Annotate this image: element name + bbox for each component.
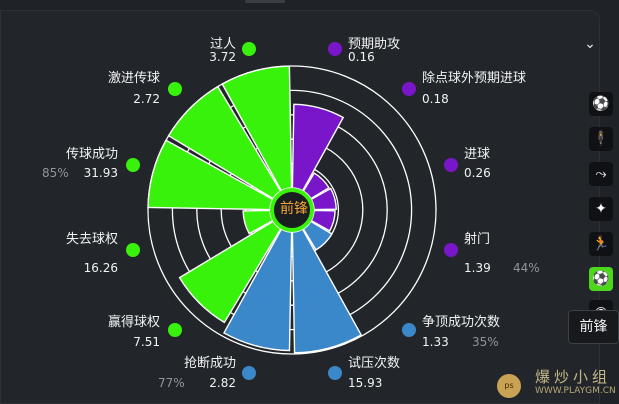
chevron-down-icon[interactable]: ⌄: [584, 36, 596, 52]
striker-icon[interactable]: ⚽: [589, 267, 613, 291]
metric-label-3: 射门: [464, 232, 491, 247]
position-center-label: 前锋: [280, 201, 308, 217]
metric-dot-7[interactable]: [168, 323, 182, 337]
metric-value-6: 2.82: [209, 376, 236, 390]
kick-icon[interactable]: ⚽: [589, 92, 613, 116]
metric-dot-9[interactable]: [126, 158, 140, 172]
metric-label-1: 除点球外预期进球: [422, 71, 527, 86]
metric-dot-2[interactable]: [444, 158, 458, 172]
metric-dot-0[interactable]: [328, 42, 342, 56]
metric-value-4: 1.33: [422, 335, 449, 349]
metric-wedge-5[interactable]: [291, 228, 363, 354]
metric-dot-3[interactable]: [444, 243, 458, 257]
metric-percentile-9: 85%: [42, 166, 69, 180]
grid-ring: [196, 114, 388, 306]
slide-icon[interactable]: ⤳: [589, 162, 613, 186]
metric-label-6: 抢断成功: [183, 356, 236, 371]
metric-percentile-3: 44%: [513, 261, 540, 275]
metric-label-9: 传球成功: [65, 147, 118, 162]
metric-label-0: 预期助攻: [348, 37, 401, 52]
metric-label-5: 试压次数: [348, 356, 401, 371]
grid-ring: [147, 65, 437, 355]
metric-label-8: 失去球权: [65, 232, 118, 247]
metric-value-0: 0.16: [348, 50, 375, 64]
metric-dot-11[interactable]: [242, 42, 256, 56]
metric-value-8: 16.26: [83, 261, 118, 275]
metric-value-5: 15.93: [348, 376, 383, 390]
metric-dot-6[interactable]: [242, 366, 256, 380]
watermark-logo: ps 爆炒小组 WWW.PLAYGM.CN: [489, 364, 619, 402]
metric-value-7: 7.51: [133, 335, 160, 349]
stand-icon[interactable]: 🕴: [589, 127, 613, 151]
watermark-ball-icon: ps: [497, 374, 521, 398]
metric-dot-4[interactable]: [402, 323, 416, 337]
role-tooltip: 前锋: [568, 310, 619, 344]
metric-label-7: 赢得球权: [107, 315, 160, 330]
metric-dot-10[interactable]: [168, 82, 182, 96]
metric-dot-1[interactable]: [402, 82, 416, 96]
watermark-text: 爆炒小组: [535, 368, 612, 386]
metric-value-3: 1.39: [464, 261, 491, 275]
metric-percentile-4: 35%: [472, 335, 499, 349]
metric-label-2: 进球: [464, 147, 491, 162]
metric-dot-8[interactable]: [126, 243, 140, 257]
grid-ring: [244, 162, 340, 258]
metric-label-4: 争顶成功次数: [422, 315, 501, 330]
dribble-icon[interactable]: ✦: [589, 197, 613, 221]
metric-dot-5[interactable]: [328, 366, 342, 380]
grid-ring: [171, 89, 413, 331]
watermark-url: WWW.PLAYGM.CN: [535, 386, 616, 396]
metric-label-10: 激进传球: [107, 71, 160, 86]
metric-value-10: 2.72: [133, 92, 160, 106]
grid-ring: [220, 138, 364, 282]
metric-value-11: 3.72: [209, 50, 236, 64]
center-badge: [270, 188, 314, 232]
runner-icon[interactable]: 🏃: [589, 232, 613, 256]
metric-label-11: 过人: [209, 37, 236, 52]
metric-value-9: 31.93: [83, 166, 118, 180]
metric-percentile-6: 77%: [158, 376, 185, 390]
metric-value-2: 0.26: [464, 166, 491, 180]
metric-value-1: 0.18: [422, 92, 449, 106]
top-handle[interactable]: [245, 0, 285, 3]
